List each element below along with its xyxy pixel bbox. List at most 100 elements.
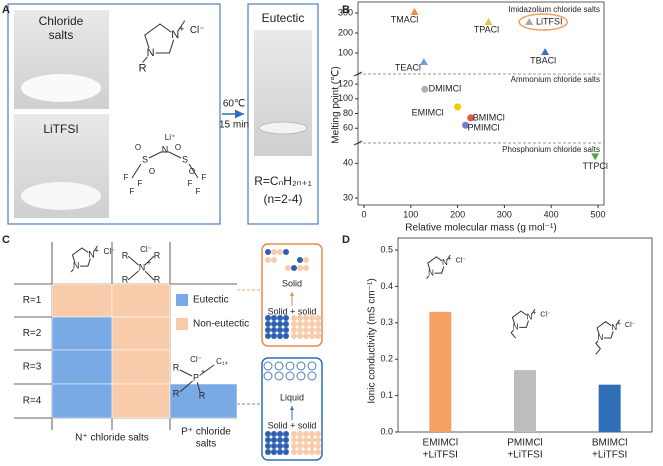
particle [265, 333, 271, 339]
cell [111, 383, 171, 419]
cell [111, 283, 171, 318]
particle [271, 249, 277, 255]
atom-bg [441, 259, 449, 267]
atom-label: N [513, 323, 519, 332]
segment-label: Phosphonium chloride salts [502, 145, 600, 154]
segment-label: Ammonium chloride salts [511, 75, 600, 84]
particle [297, 315, 303, 321]
y-tick-label: 200 [338, 27, 353, 37]
y-tick-label: 30 [343, 192, 353, 202]
particle [291, 449, 297, 455]
particle [315, 443, 321, 449]
particle [265, 443, 271, 449]
condition: 60℃ [223, 99, 245, 110]
particle [265, 315, 271, 321]
photo [254, 30, 312, 156]
atom-label: + [448, 256, 452, 263]
row-label: R=4 [23, 396, 42, 407]
point [410, 8, 419, 15]
atom-label: R [154, 274, 161, 284]
x-tick-label: 500 [590, 209, 605, 219]
particle [315, 449, 321, 455]
particle [277, 449, 283, 455]
row-label: R=1 [23, 295, 42, 306]
atom-bg [145, 48, 156, 58]
particle [297, 257, 303, 263]
x-tick-label: +LiTFSI [592, 450, 627, 461]
atom-label: O [175, 143, 181, 152]
point [454, 103, 462, 111]
particle [283, 443, 289, 449]
particle [303, 333, 309, 339]
particle [265, 431, 271, 437]
particle [285, 371, 295, 381]
caption: salts [49, 28, 74, 42]
particle [303, 257, 309, 263]
atom-label: N [611, 323, 617, 332]
particle [283, 333, 289, 339]
y-tick-label: 40 [343, 158, 353, 168]
frame [247, 3, 319, 225]
particle [309, 333, 315, 339]
atom-label: N [147, 47, 155, 59]
highlight [518, 13, 568, 31]
group-label: N⁺ chloride salts [75, 433, 149, 444]
particle [315, 431, 321, 437]
point-label: TPACl [474, 24, 499, 34]
atom-label: F [196, 187, 201, 196]
particle [291, 315, 297, 321]
atom-label: O [149, 167, 155, 176]
atom-label: Cl⁻ [540, 310, 551, 319]
particle [297, 449, 303, 455]
y-tick-label: 0.0 [380, 426, 393, 436]
particle [303, 443, 309, 449]
x-tick-label: +LiTFSI [507, 450, 542, 461]
x-tick-label: EMIMCl [423, 438, 459, 449]
particle [303, 437, 309, 443]
particle [271, 321, 277, 327]
particle [271, 443, 277, 449]
frame [7, 3, 221, 225]
particle [277, 327, 283, 333]
y-tick-label: 0.5 [380, 244, 393, 254]
point-label: LiTFSI [536, 16, 563, 26]
particle [271, 327, 277, 333]
x-tick-label: 200 [450, 209, 465, 219]
atom-label: R [154, 250, 161, 260]
atom-label: N [597, 333, 603, 342]
x-axis-label: Relative molecular mass (g mol⁻¹) [405, 223, 556, 234]
atom-label: + [201, 369, 205, 376]
particle [265, 449, 271, 455]
atom-bg [512, 323, 520, 332]
row-label: R=3 [23, 362, 42, 373]
bond [131, 163, 142, 179]
particle [291, 333, 297, 339]
atom-bg [525, 313, 534, 321]
bar [598, 384, 621, 432]
particle [315, 321, 321, 327]
cell [169, 383, 238, 419]
y-tick-label: 100 [338, 93, 353, 103]
atom-label: R [173, 388, 180, 398]
point-label: BMIMCl [473, 112, 505, 122]
point-label: EMIMCl [412, 107, 444, 117]
atom-label: F [188, 179, 193, 188]
segment-label: Imidazolium chloride salts [508, 5, 600, 14]
particle [265, 327, 271, 333]
cell [51, 316, 113, 351]
panel-label: A [2, 4, 10, 16]
particle [297, 333, 303, 339]
particle [271, 449, 277, 455]
particle [315, 327, 321, 333]
atom-label: Cl⁻ [104, 247, 116, 256]
point [591, 153, 600, 161]
x-tick-label: 400 [544, 209, 559, 219]
particle [277, 249, 283, 255]
atom-label: F [130, 187, 135, 196]
atom-bg [596, 334, 604, 342]
bar [429, 311, 452, 432]
atom-label: Li⁺ [165, 133, 175, 142]
particle [303, 449, 309, 455]
atom-label: N [428, 268, 434, 277]
bond [148, 151, 182, 159]
